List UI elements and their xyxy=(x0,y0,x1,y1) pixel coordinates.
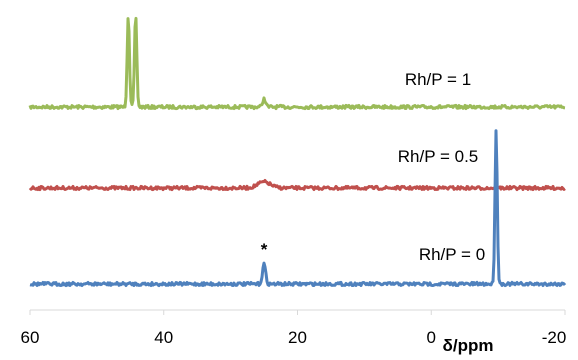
x-tick-label: 0 xyxy=(427,328,436,347)
x-axis: 60 40 20 0 -20 xyxy=(21,309,567,347)
x-tick-label: -20 xyxy=(542,328,567,347)
impurity-annotation-asterisk: * xyxy=(261,240,268,259)
series-layer xyxy=(28,16,567,288)
x-tick-label: 40 xyxy=(154,328,173,347)
series-label-0: Rh/P = 1 xyxy=(405,70,471,89)
x-tick-label: 20 xyxy=(288,328,307,347)
x-tick-label: 60 xyxy=(21,328,40,347)
series-label-1: Rh/P = 0.5 xyxy=(398,147,479,166)
series-label-layer: Rh/P = 1 Rh/P = 0.5 Rh/P = 0 xyxy=(398,70,485,264)
series-line-2 xyxy=(29,129,567,288)
series-label-2: Rh/P = 0 xyxy=(419,245,485,264)
series-line-0 xyxy=(28,16,566,111)
x-axis-title: δ/ppm xyxy=(443,336,494,355)
series-line-1 xyxy=(28,179,566,192)
